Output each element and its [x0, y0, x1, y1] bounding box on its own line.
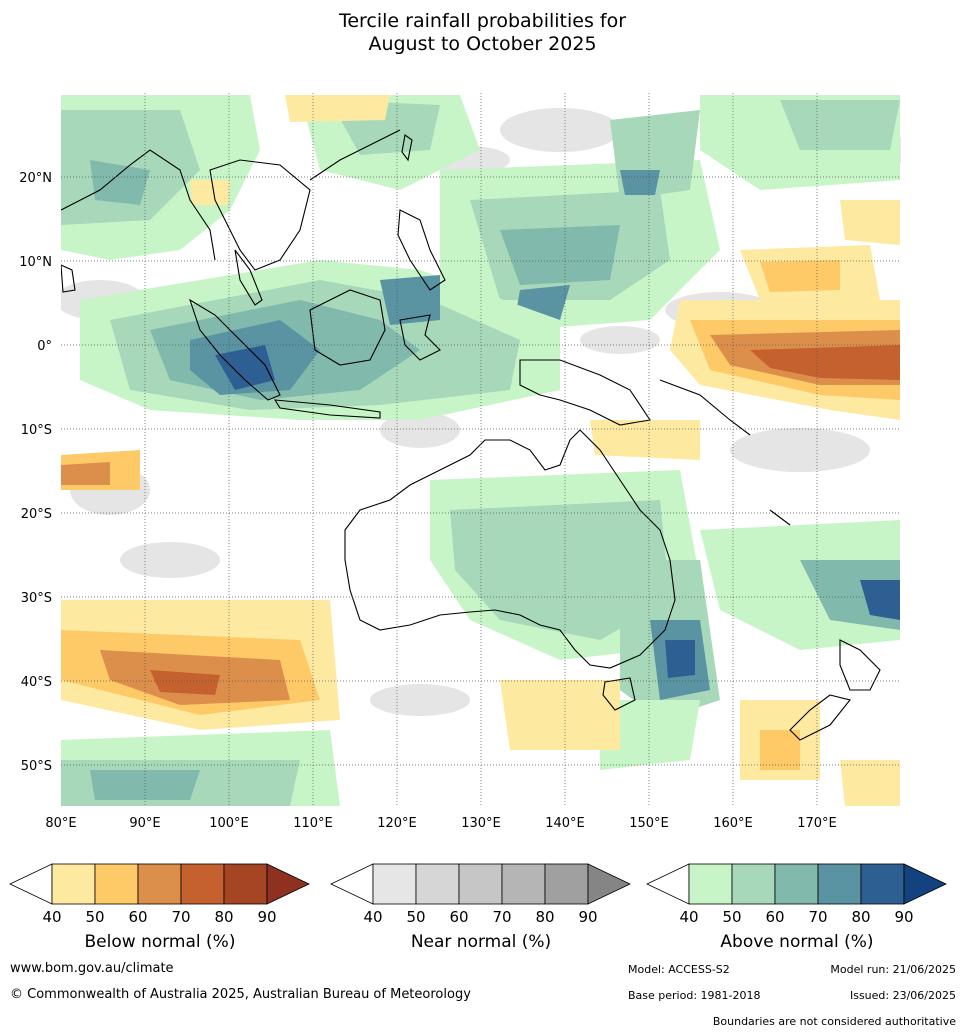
title-line-1: Tercile rainfall probabilities for: [338, 10, 627, 32]
solomons-vanuatu-coastline: [659, 379, 791, 526]
latitude-label: 10°N: [19, 255, 52, 270]
longitude-label: 130°E: [461, 816, 501, 831]
longitude-label: 140°E: [545, 816, 585, 831]
colorbar-tick-label: 80: [851, 908, 870, 926]
colorbar-swatch: [372, 863, 417, 905]
colorbar-tick-label: 70: [808, 908, 827, 926]
colorbar-swatch: [544, 863, 589, 905]
latitude-label: 30°S: [21, 591, 52, 606]
borneo-coastline: [309, 289, 386, 366]
longitude-label: 160°E: [713, 816, 753, 831]
base-period: Base period: 1981-2018: [628, 989, 761, 1002]
latitude-label: 20°N: [19, 171, 52, 186]
colorbar-title-above: Above normal (%): [720, 932, 874, 952]
asia-coastline: [61, 129, 401, 261]
colorbar-tick-label: 80: [535, 908, 554, 926]
colorbar-upper-extension: [266, 863, 310, 905]
latitude-label: 10°S: [21, 423, 52, 438]
colorbar-tick-label: 50: [85, 908, 104, 926]
latitude-label: 40°S: [21, 675, 52, 690]
model-run-date: Model run: 21/06/2025: [830, 963, 956, 976]
colorbar-near: 40 50 60 70 80 90: [330, 863, 631, 926]
boundaries-disclaimer: Boundaries are not considered authoritat…: [712, 1015, 956, 1028]
colorbar-tick-label: 50: [722, 908, 741, 926]
sulawesi-coastline: [399, 314, 441, 361]
above-normal-areas: [61, 95, 900, 806]
map-gridlines: [61, 93, 901, 806]
indochina-coastline: [209, 159, 311, 271]
longitude-label: 100°E: [209, 816, 249, 831]
colorbar-swatch: [731, 863, 776, 905]
colorbar-tick-label: 90: [257, 908, 276, 926]
issued-date: Issued: 23/06/2025: [849, 989, 956, 1002]
colorbar-swatch: [688, 863, 733, 905]
colorbar-lower-extension: [646, 863, 690, 905]
colorbar-below: 40 50 60 70 80 90: [9, 863, 310, 926]
colorbar-swatch: [458, 863, 503, 905]
chart-title: Tercile rainfall probabilities for Augus…: [0, 10, 965, 56]
longitude-label: 80°E: [45, 816, 76, 831]
model-name: Model: ACCESS-S2: [628, 963, 730, 976]
longitude-label: 110°E: [293, 816, 333, 831]
latitude-label: 20°S: [21, 507, 52, 522]
colorbar-tick-label: 40: [42, 908, 61, 926]
colorbar-tick-label: 90: [578, 908, 597, 926]
longitude-label: 120°E: [377, 816, 417, 831]
longitude-label: 170°E: [797, 816, 837, 831]
colorbar-swatch: [860, 863, 905, 905]
colorbar-tick-label: 70: [171, 908, 190, 926]
colorbar-swatch: [51, 863, 96, 905]
latitude-labels: 20°N 10°N 0° 10°S 20°S 30°S 40°S 50°S: [19, 171, 52, 774]
colorbar-tick-label: 80: [214, 908, 233, 926]
colorbar-tick-label: 40: [363, 908, 382, 926]
colorbar-tick-label: 70: [492, 908, 511, 926]
colorbar-swatch: [180, 863, 225, 905]
java-coastline: [273, 399, 381, 419]
longitude-labels: 80°E 90°E 100°E 110°E 120°E 130°E 140°E 150°E 16…: [45, 816, 836, 831]
taiwan-coastline: [401, 134, 413, 162]
colorbar-upper-extension: [903, 863, 947, 905]
latitude-label: 0°: [37, 339, 52, 354]
colorbar-swatch: [817, 863, 862, 905]
colorbar-tick-label: 50: [406, 908, 425, 926]
colorbar-lower-extension: [330, 863, 374, 905]
colorbar-title-near: Near normal (%): [410, 932, 552, 952]
below-normal-areas: [61, 95, 900, 806]
colorbar-swatch: [137, 863, 182, 905]
colorbar-tick-label: 60: [128, 908, 147, 926]
colorbar-tick-label: 60: [449, 908, 468, 926]
sri-lanka-coastline: [61, 264, 76, 293]
latitude-label: 50°S: [21, 759, 52, 774]
colorbar-swatch: [94, 863, 139, 905]
website-url: www.bom.gov.au/climate: [10, 961, 174, 976]
probability-field: [61, 95, 901, 806]
colorbar-swatch: [223, 863, 268, 905]
colorbar-upper-extension: [587, 863, 631, 905]
new-zealand-coastline: [789, 639, 881, 741]
title-line-2: August to October 2025: [368, 33, 597, 55]
philippines-coastline: [397, 209, 446, 291]
coastlines: [61, 129, 881, 741]
colorbar-title-below: Below normal (%): [84, 932, 236, 952]
sumatra-coastline: [189, 298, 281, 401]
colorbars: 40 50 60 70 80 90 40 50 60 70 80 90 40 50 60 70 80 90: [9, 863, 947, 926]
colorbar-swatch: [774, 863, 819, 905]
colorbar-tick-label: 90: [894, 908, 913, 926]
colorbar-lower-extension: [9, 863, 53, 905]
colorbar-swatch: [415, 863, 460, 905]
australia-coastline: [344, 429, 676, 669]
tasmania-coastline: [602, 677, 636, 711]
malay-peninsula-coastline: [234, 249, 263, 306]
longitude-label: 90°E: [129, 816, 160, 831]
new-guinea-coastline: [519, 359, 651, 426]
colorbar-tick-label: 40: [679, 908, 698, 926]
longitude-label: 150°E: [629, 816, 669, 831]
colorbar-swatch: [501, 863, 546, 905]
colorbar-tick-label: 60: [765, 908, 784, 926]
copyright-notice: © Commonwealth of Australia 2025, Austra…: [10, 987, 471, 1002]
colorbar-above: 40 50 60 70 80 90: [646, 863, 947, 926]
